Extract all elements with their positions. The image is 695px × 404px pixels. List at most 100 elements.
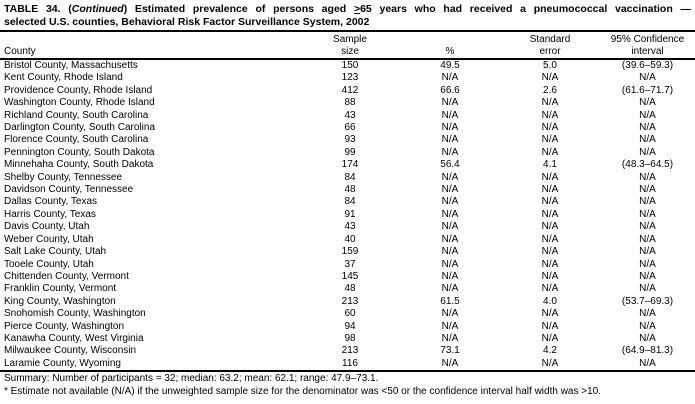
sample-size-cell: 98 <box>344 332 356 344</box>
county-cell: Dallas County, Texas <box>4 196 98 208</box>
standard-error-cell: N/A <box>541 146 559 158</box>
standard-error-cell: N/A <box>541 320 559 332</box>
ci-cell: N/A <box>639 332 656 344</box>
standard-error-cell: 2.6 <box>543 84 557 96</box>
percent-cell: N/A <box>441 134 459 146</box>
data-table: County Sample size % Standard error 95% … <box>0 32 695 370</box>
percent-cell: N/A <box>441 208 459 220</box>
ci-cell: N/A <box>639 134 656 146</box>
county-cell: Pennington County, South Dakota <box>4 146 155 158</box>
ci-cell: (48.3–64.5) <box>621 159 674 171</box>
standard-error-cell: N/A <box>541 221 559 233</box>
table-row: Milwaukee County, Wisconsin 213 73.1 4.2 (64… <box>0 345 695 357</box>
title-line-1: TABLE 34. (Continued) Estimated prevalen… <box>4 3 691 16</box>
standard-error-cell: N/A <box>541 171 559 183</box>
ci-cell: (61.6–71.7) <box>621 84 674 96</box>
sample-size-cell: 48 <box>344 184 356 196</box>
ci-cell: (53.7–69.3) <box>621 295 674 307</box>
ci-cell: N/A <box>639 122 656 134</box>
header-confidence-interval: 95% Confidence interval <box>600 32 695 60</box>
standard-error-cell: 4.1 <box>543 159 557 171</box>
standard-error-cell: N/A <box>541 196 559 208</box>
percent-cell: N/A <box>441 233 459 245</box>
county-cell: Davis County, Utah <box>4 221 90 233</box>
table-body: Bristol County, Massachusetts 150 49.5 5.0 (… <box>0 59 695 370</box>
county-cell: Shelby County, Tennessee <box>4 171 123 183</box>
table-row: Davidson County, Tennessee 48 N/A N/A N/A <box>0 184 695 196</box>
title-line-2: selected U.S. counties, Behavioral Risk … <box>4 16 370 28</box>
table-row: Kanawha County, West Virginia 98 N/A N/A N/A <box>0 333 695 345</box>
sample-size-cell: 40 <box>344 233 356 245</box>
standard-error-cell: N/A <box>541 72 559 84</box>
sample-size-cell: 43 <box>344 109 356 121</box>
table-row: Salt Lake County, Utah 159 N/A N/A N/A <box>0 246 695 258</box>
title-continued: Continued <box>71 3 124 15</box>
table-row: Bristol County, Massachusetts 150 49.5 5.0 (… <box>0 59 695 72</box>
ci-cell: N/A <box>639 109 656 121</box>
ci-cell: N/A <box>639 208 656 220</box>
percent-cell: N/A <box>441 146 459 158</box>
ci-cell: N/A <box>639 97 656 109</box>
percent-cell: N/A <box>441 196 459 208</box>
percent-cell: N/A <box>441 184 459 196</box>
ci-cell: N/A <box>639 357 656 369</box>
percent-cell: N/A <box>441 308 459 320</box>
header-ci-line2: interval <box>631 45 664 57</box>
table-row: Franklin County, Vermont 48 N/A N/A N/A <box>0 283 695 295</box>
header-se-line1: Standard <box>529 34 571 45</box>
sample-size-cell: 213 <box>341 295 359 307</box>
ci-cell: N/A <box>639 246 656 258</box>
standard-error-cell: N/A <box>541 308 559 320</box>
ci-cell: N/A <box>639 196 656 208</box>
rule-under-title <box>0 30 695 32</box>
table-row: Pierce County, Washington 94 N/A N/A N/A <box>0 321 695 333</box>
county-cell: Weber County, Utah <box>4 233 94 245</box>
sample-size-cell: 37 <box>344 258 356 270</box>
header-county: County <box>0 32 300 60</box>
percent-cell: N/A <box>441 283 459 295</box>
table-row: Tooele County, Utah 37 N/A N/A N/A <box>0 259 695 271</box>
footnote-text: * Estimate not available (N/A) if the un… <box>4 385 601 397</box>
table-row: Washington County, Rhode Island 88 N/A N/A N… <box>0 97 695 109</box>
standard-error-cell: N/A <box>541 357 559 369</box>
header-ci-line1: 95% Confidence <box>610 34 685 45</box>
sample-size-cell: 213 <box>341 345 359 357</box>
table-row: Kent County, Rhode Island 123 N/A N/A N/A <box>0 72 695 84</box>
ci-cell: N/A <box>639 270 656 282</box>
title-text: 65 years who had received a pneumococcal… <box>360 3 691 15</box>
sample-size-cell: 84 <box>344 196 356 208</box>
sample-size-cell: 48 <box>344 283 356 295</box>
rule-bottom <box>0 370 695 373</box>
sample-size-cell: 66 <box>344 122 356 134</box>
county-cell: Laramie County, Wyoming <box>4 357 121 369</box>
percent-cell: N/A <box>441 171 459 183</box>
sample-size-cell: 84 <box>344 171 356 183</box>
county-cell: Minnehaha County, South Dakota <box>4 159 154 171</box>
ci-cell: N/A <box>639 146 656 158</box>
sample-size-cell: 116 <box>342 357 358 369</box>
sample-size-cell: 43 <box>344 221 356 233</box>
county-cell: Washington County, Rhode Island <box>4 97 155 109</box>
county-cell: Kent County, Rhode Island <box>4 72 123 84</box>
county-cell: Milwaukee County, Wisconsin <box>4 345 137 357</box>
percent-cell: N/A <box>441 221 459 233</box>
ci-cell: N/A <box>639 221 656 233</box>
ci-cell: (64.9–81.3) <box>621 345 674 357</box>
county-cell: Darlington County, South Carolina <box>4 122 156 134</box>
table-row: King County, Washington 213 61.5 4.0 (53.7–6… <box>0 296 695 308</box>
standard-error-cell: N/A <box>541 109 559 121</box>
county-cell: Salt Lake County, Utah <box>4 246 107 258</box>
header-percent: % <box>400 32 500 60</box>
summary-text: Summary: Number of participants = 32; me… <box>4 373 379 385</box>
table-row: Florence County, South Carolina 93 N/A N/A N… <box>0 134 695 146</box>
percent-cell: N/A <box>441 109 459 121</box>
table-row: Providence County, Rhode Island 412 66.6 2.… <box>0 85 695 97</box>
sample-size-cell: 91 <box>344 208 356 220</box>
table-row: Richland County, South Carolina 43 N/A N/A N… <box>0 110 695 122</box>
table-row: Darlington County, South Carolina 66 N/A N/… <box>0 122 695 134</box>
ci-cell: N/A <box>639 283 656 295</box>
percent-cell: N/A <box>441 332 459 344</box>
ci-cell: N/A <box>639 308 656 320</box>
ci-cell: N/A <box>639 184 656 196</box>
table-row: Davis County, Utah 43 N/A N/A N/A <box>0 221 695 233</box>
